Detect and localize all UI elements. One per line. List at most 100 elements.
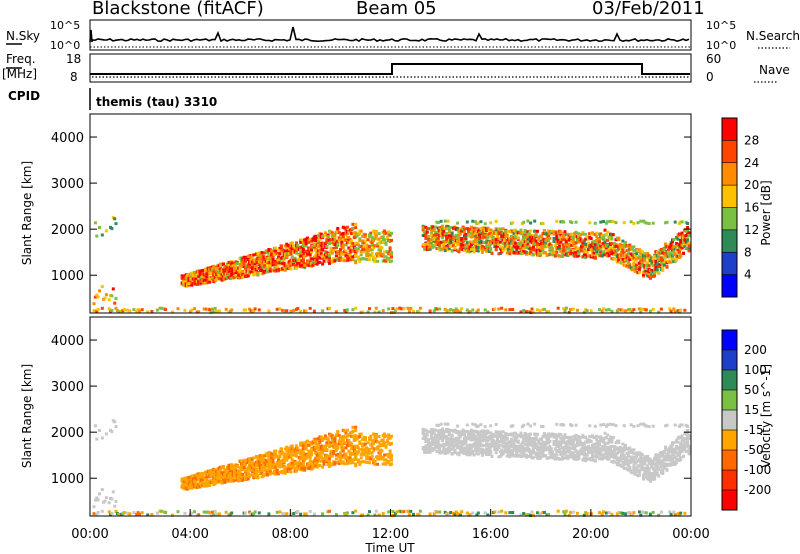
colorbar-tick-label: 16 [744, 201, 759, 215]
velocity-cell [252, 456, 256, 460]
velocity-cell [370, 444, 374, 447]
power-cell [354, 254, 358, 258]
velocity-cell [306, 455, 309, 459]
power-cell [490, 232, 494, 236]
power-cell [289, 263, 293, 267]
power-cell [515, 251, 519, 255]
power-cell [107, 298, 111, 302]
power-cell [585, 250, 589, 254]
power-cell [662, 248, 666, 252]
velocity-cell [285, 448, 289, 452]
power-cell [533, 229, 537, 233]
power-cell [525, 244, 528, 248]
velocity-cell [235, 473, 239, 477]
velocity-cell [215, 512, 219, 516]
velocity-cell [311, 463, 315, 467]
velocity-cell [197, 513, 201, 517]
velocity-cell [435, 510, 439, 514]
velocity-cell [242, 466, 246, 469]
power-cell [624, 240, 628, 244]
power-cell [424, 234, 428, 238]
power-cell [303, 262, 307, 266]
power-cell [260, 251, 264, 255]
power-cell [274, 249, 278, 253]
nave-tick-top: 60 [706, 52, 721, 66]
power-cell [547, 234, 550, 238]
power-cell [683, 308, 687, 312]
power-cell [507, 230, 511, 233]
colorbar-swatch [722, 252, 737, 276]
power-cell [504, 231, 508, 235]
power-cell [496, 235, 500, 238]
power-cell [412, 309, 415, 313]
power-cell [654, 265, 658, 269]
velocity-cell [318, 463, 322, 467]
velocity-cell [113, 504, 117, 508]
velocity-cell [377, 444, 381, 448]
power-cell [255, 265, 258, 268]
power-cell [402, 307, 406, 310]
power-cell [447, 234, 451, 238]
power-cell [598, 308, 601, 312]
power-cell [361, 234, 365, 238]
velocity-cell [390, 462, 393, 466]
y-tick-label: 1000 [51, 269, 84, 284]
power-cell [664, 242, 668, 246]
power-cell [227, 263, 231, 267]
velocity-cell [474, 423, 477, 427]
velocity-cell [344, 452, 348, 456]
velocity-cell [286, 446, 290, 450]
freq-panel-frame [89, 53, 692, 83]
velocity-cell [314, 439, 318, 443]
velocity-cell [384, 434, 388, 438]
velocity-cell [104, 432, 108, 436]
power-cell [351, 222, 355, 226]
power-cell [306, 252, 309, 256]
velocity-cell [171, 513, 174, 517]
power-cell [370, 248, 374, 252]
velocity-cell [450, 434, 454, 438]
power-cell [235, 270, 239, 274]
power-cell [575, 236, 579, 240]
velocity-cell [275, 464, 279, 468]
power-cell [160, 306, 163, 310]
power-cell [191, 274, 195, 278]
power-cell [315, 255, 319, 259]
power-cell [639, 251, 643, 255]
power-cell [533, 219, 537, 223]
power-cell [427, 235, 431, 239]
velocity-cell [183, 511, 187, 515]
power-cell [636, 221, 640, 225]
power-cell [642, 273, 645, 277]
velocity-cell [467, 432, 471, 436]
colorbar-tick-label: 20 [744, 178, 759, 192]
power-cell [559, 249, 563, 253]
power-cell [512, 239, 516, 243]
power-cell [515, 250, 519, 253]
power-cell [604, 246, 608, 250]
velocity-cell [271, 460, 275, 464]
power-cell [508, 308, 512, 312]
power-cell [591, 241, 595, 245]
power-cell [447, 230, 451, 234]
power-cell [377, 310, 381, 314]
power-cell [673, 220, 677, 224]
velocity-cell [344, 441, 348, 445]
power-cell [560, 254, 564, 257]
power-cell [439, 230, 443, 234]
velocity-cell [314, 442, 318, 446]
power-cell [443, 240, 447, 244]
velocity-cell [263, 460, 267, 464]
power-cell [613, 257, 617, 261]
power-cell [285, 255, 289, 259]
velocity-cell [295, 444, 298, 448]
velocity-cell [304, 452, 308, 456]
power-cell [385, 250, 389, 254]
velocity-cell [387, 510, 391, 514]
power-cell [632, 221, 636, 225]
velocity-cell [380, 449, 384, 453]
power-cell [377, 232, 381, 236]
velocity-cell [268, 469, 272, 473]
velocity-cell [281, 451, 285, 455]
power-cell [560, 238, 564, 241]
